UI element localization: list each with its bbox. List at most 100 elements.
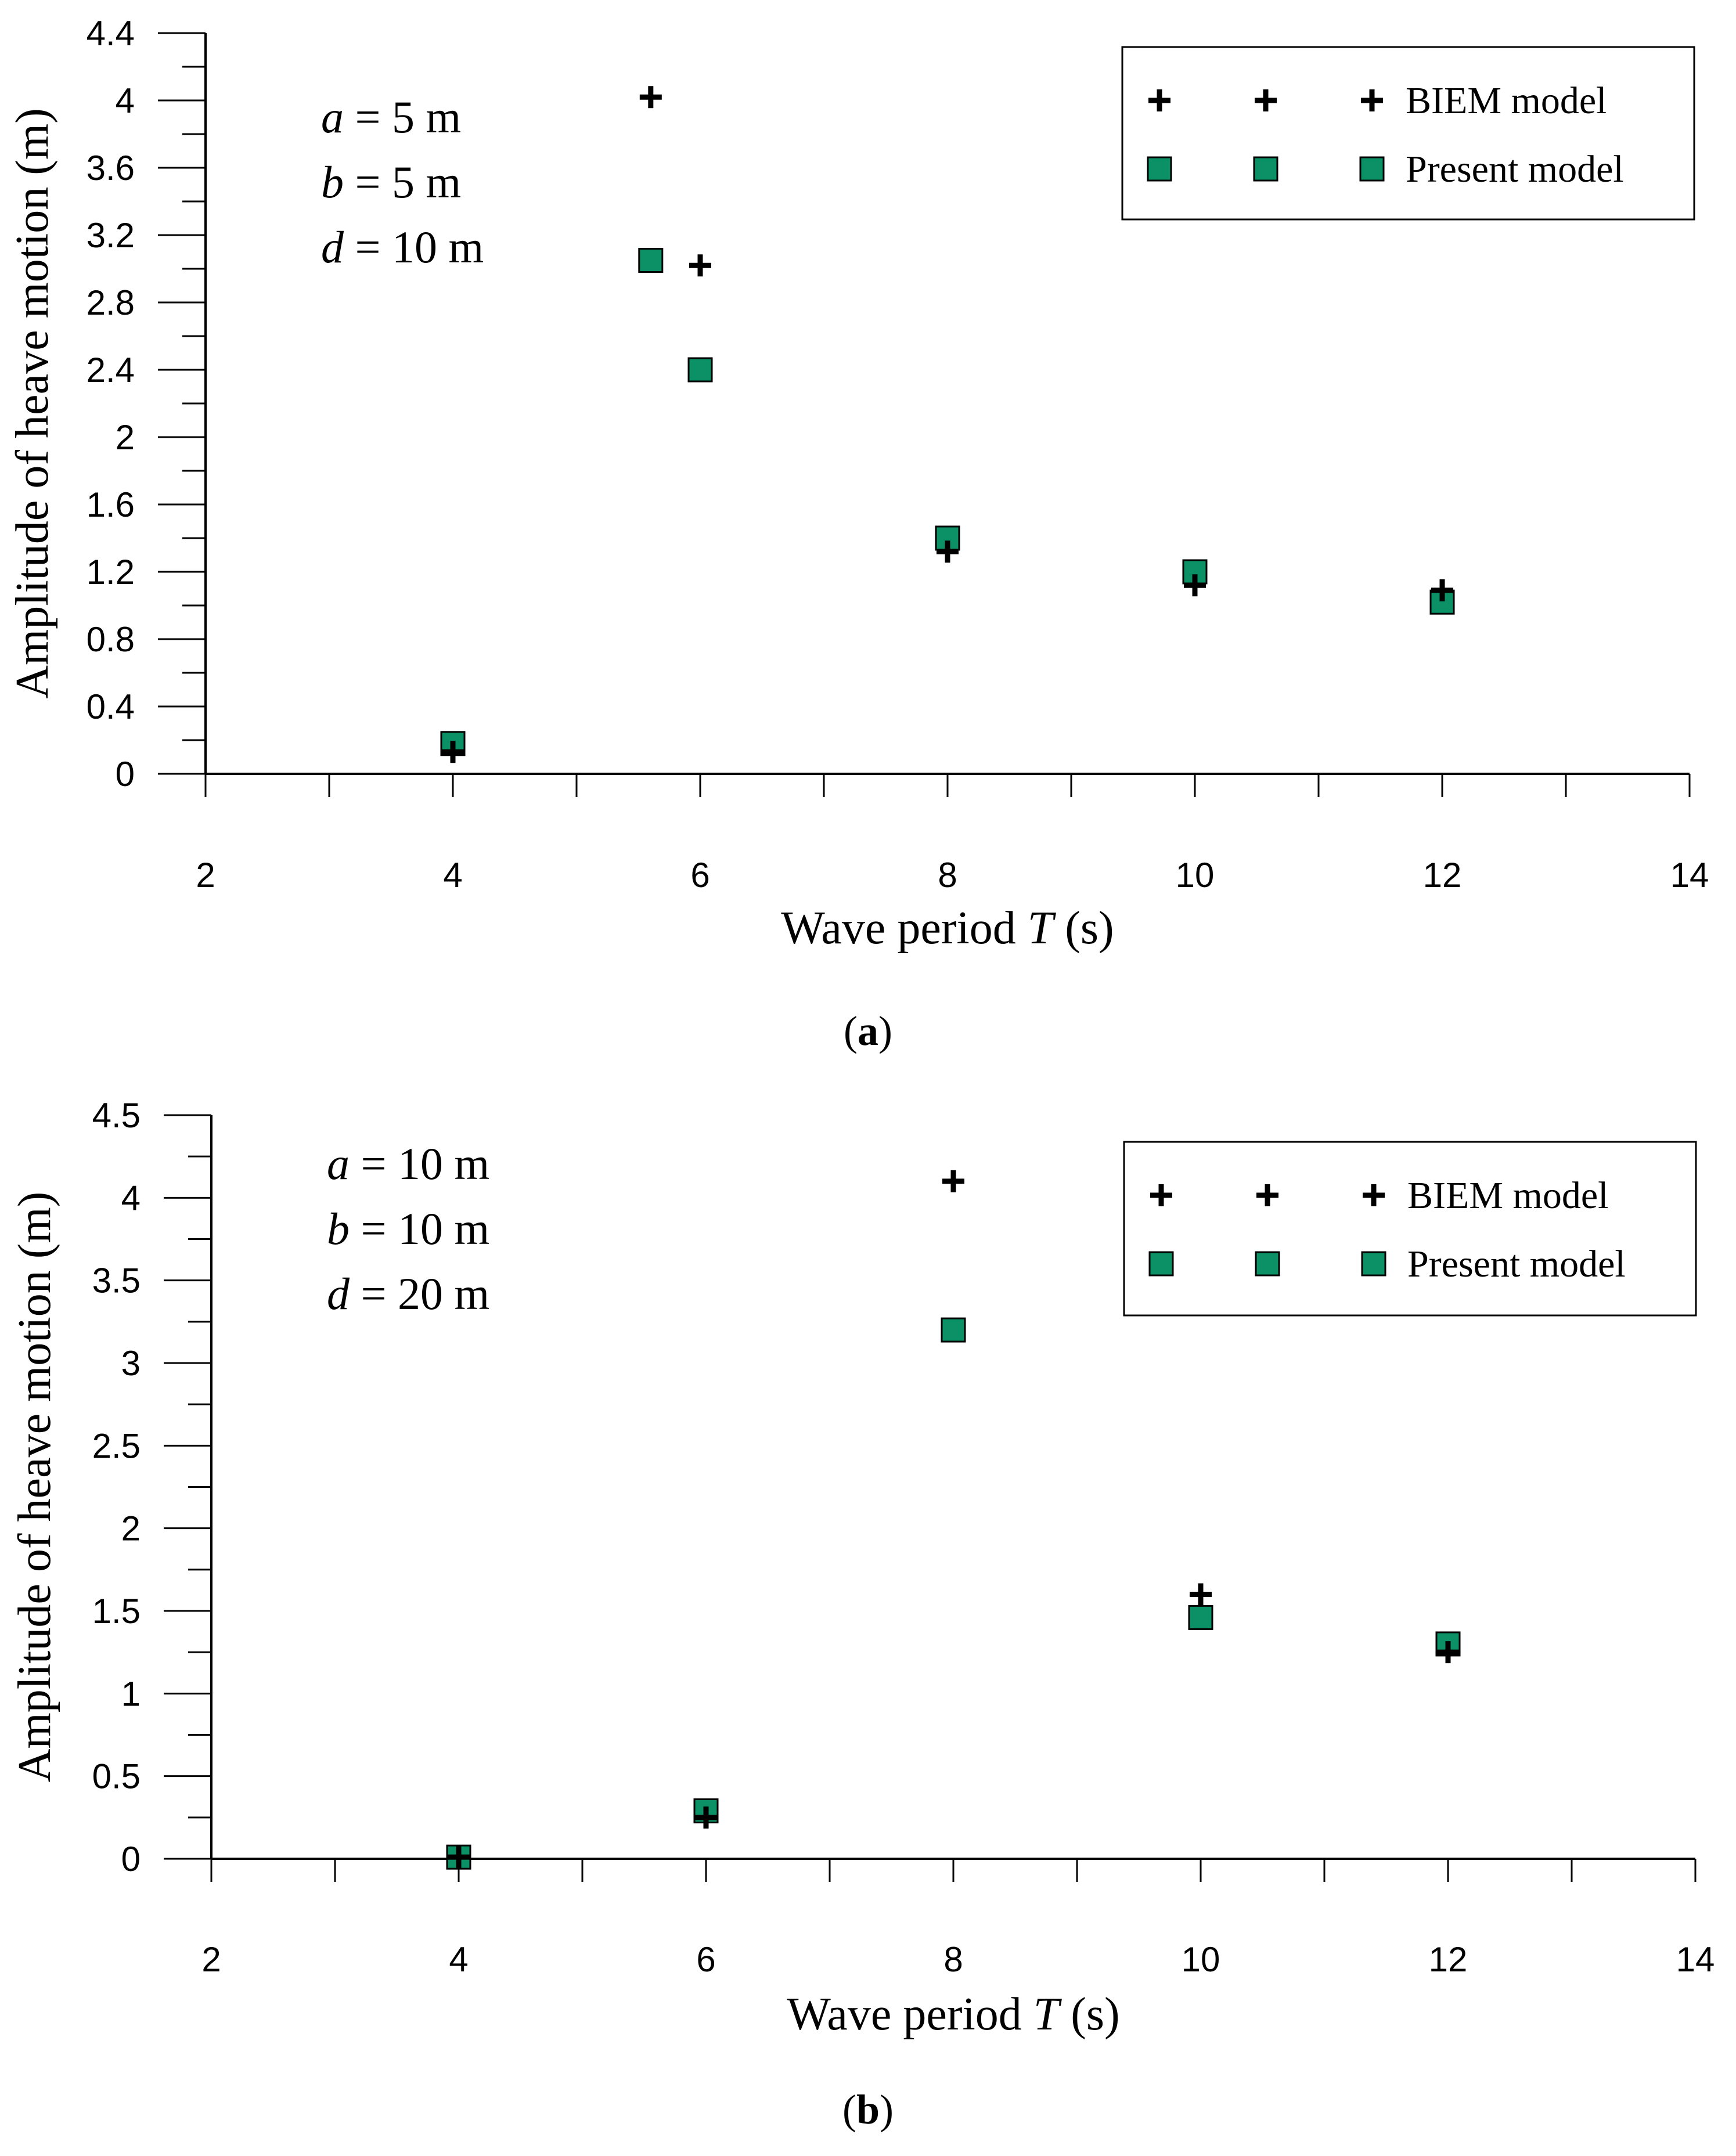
y-tick-label: 1.5 xyxy=(92,1592,141,1631)
param-a: a = 5 m xyxy=(321,92,461,142)
param-value: = 10 m xyxy=(350,1138,489,1189)
legend-present-marker xyxy=(1148,1251,1174,1277)
y-tick-label: 0 xyxy=(116,755,135,794)
biem-point xyxy=(1431,579,1453,601)
param-d: d = 20 m xyxy=(327,1268,489,1319)
biem-point xyxy=(937,540,959,563)
param-var: b xyxy=(327,1203,350,1254)
param-var: b xyxy=(321,157,344,207)
legend-label-biem: BIEM model xyxy=(1407,1174,1608,1217)
param-a: a = 10 m xyxy=(327,1138,489,1189)
legend: BIEM model Present model xyxy=(1123,1141,1697,1317)
x-axis-title: Wave period T (s) xyxy=(787,1989,1119,2040)
y-tick-label: 1.6 xyxy=(87,485,135,524)
chart-panel-a: 2 4 6 8 10 12 14 0 0.4 0.8 1.2 1.6 2 2.4 2.8 3.2 3.6 4 4.4… xyxy=(7,14,1709,1054)
x-tick-label: 12 xyxy=(1429,1940,1468,1979)
biem-point xyxy=(442,741,464,763)
caption-a: (a) xyxy=(844,1008,892,1054)
x-axis-title-unit: (s) xyxy=(1053,903,1114,954)
x-tick-label: 2 xyxy=(201,1940,221,1979)
present-point xyxy=(1188,1605,1213,1630)
x-axis-title-var: T xyxy=(1028,903,1057,954)
param-d: d = 10 m xyxy=(321,222,484,272)
biem-point xyxy=(1184,574,1206,597)
series-biem xyxy=(442,86,1453,763)
biem-point xyxy=(1190,1583,1212,1606)
series-biem xyxy=(448,1170,1459,1869)
y-tick-label: 2 xyxy=(116,418,135,457)
biem-point xyxy=(942,1170,964,1192)
param-var: d xyxy=(321,222,344,272)
x-axis-title-var: T xyxy=(1033,1989,1063,2040)
x-axis-title-text: Wave period xyxy=(781,903,1028,954)
caption-b: (b) xyxy=(842,2086,894,2133)
y-tick-label: 0 xyxy=(121,1840,141,1879)
param-value: = 10 m xyxy=(350,1203,489,1254)
y-tick-label: 2.5 xyxy=(92,1426,141,1465)
y-tick-label: 2 xyxy=(121,1509,141,1548)
chart-panel-b: 2 4 6 8 10 12 14 0 0.5 1 1.5 2 2.5 3 3.5 4 4.5 Wave perio… xyxy=(9,1096,1715,2133)
caption-letter: a xyxy=(858,1008,878,1054)
legend-present-marker xyxy=(1147,156,1172,182)
param-var: d xyxy=(327,1268,350,1319)
x-tick-label: 6 xyxy=(690,856,709,895)
series-present xyxy=(440,248,1455,756)
biem-point xyxy=(689,254,711,277)
param-var: a xyxy=(327,1138,350,1189)
caption-open: ( xyxy=(842,2086,856,2133)
legend-box xyxy=(1123,1141,1697,1317)
legend-box xyxy=(1121,46,1695,221)
legend: BIEM model Present model xyxy=(1121,46,1695,221)
x-tick-label: 14 xyxy=(1676,1940,1715,1979)
x-tick-label: 12 xyxy=(1423,856,1462,895)
biem-point xyxy=(695,1806,717,1829)
caption-close: ) xyxy=(880,2086,894,2133)
param-value: = 5 m xyxy=(344,157,461,207)
x-tick-label: 10 xyxy=(1182,1940,1220,1979)
caption-open: ( xyxy=(844,1008,858,1054)
y-tick-label: 4 xyxy=(116,81,135,120)
y-tick-label: 2.8 xyxy=(87,283,135,322)
biem-point xyxy=(639,86,662,109)
legend-present-marker xyxy=(1359,156,1385,182)
x-tick-label: 4 xyxy=(443,856,462,895)
param-var: a xyxy=(321,92,344,142)
y-tick-label: 0.5 xyxy=(92,1757,141,1796)
biem-point xyxy=(1437,1641,1459,1664)
present-point xyxy=(941,1317,966,1343)
y-tick-label: 3.6 xyxy=(87,149,135,188)
y-axis-title: Amplitude of heave motion (m) xyxy=(9,1192,60,1783)
x-tick-label: 10 xyxy=(1176,856,1215,895)
y-tick-label: 1.2 xyxy=(87,553,135,592)
x-tick-label: 2 xyxy=(196,856,215,895)
biem-point xyxy=(448,1846,470,1869)
y-tick-label: 4.5 xyxy=(92,1096,141,1135)
legend-present-marker xyxy=(1361,1251,1386,1277)
x-axis-title-text: Wave period xyxy=(787,1989,1033,2040)
y-tick-label: 0.4 xyxy=(87,687,135,726)
param-value: = 5 m xyxy=(344,92,461,142)
x-axis-title-unit: (s) xyxy=(1059,1989,1119,2040)
y-tick-label: 1 xyxy=(121,1674,141,1713)
y-tick-label: 4 xyxy=(121,1178,141,1217)
legend-biem-marker xyxy=(1255,89,1277,111)
legend-label-present: Present model xyxy=(1406,148,1624,190)
x-tick-label: 6 xyxy=(696,1940,715,1979)
caption-letter: b xyxy=(856,2086,880,2133)
legend-biem-marker xyxy=(1148,89,1170,111)
legend-biem-marker xyxy=(1363,1184,1385,1206)
param-value: = 20 m xyxy=(350,1268,489,1319)
x-tick-label: 8 xyxy=(938,856,957,895)
present-point xyxy=(638,248,664,273)
x-tick-label: 8 xyxy=(943,1940,963,1979)
series-present xyxy=(446,1317,1461,1870)
y-tick-label: 0.8 xyxy=(87,620,135,659)
y-tick-label: 3.2 xyxy=(87,216,135,255)
x-tick-label: 14 xyxy=(1670,856,1709,895)
legend-present-marker xyxy=(1255,1251,1280,1277)
y-tick-label: 3 xyxy=(121,1344,141,1383)
legend-label-present: Present model xyxy=(1407,1243,1626,1285)
y-tick-label: 2.4 xyxy=(87,351,135,390)
